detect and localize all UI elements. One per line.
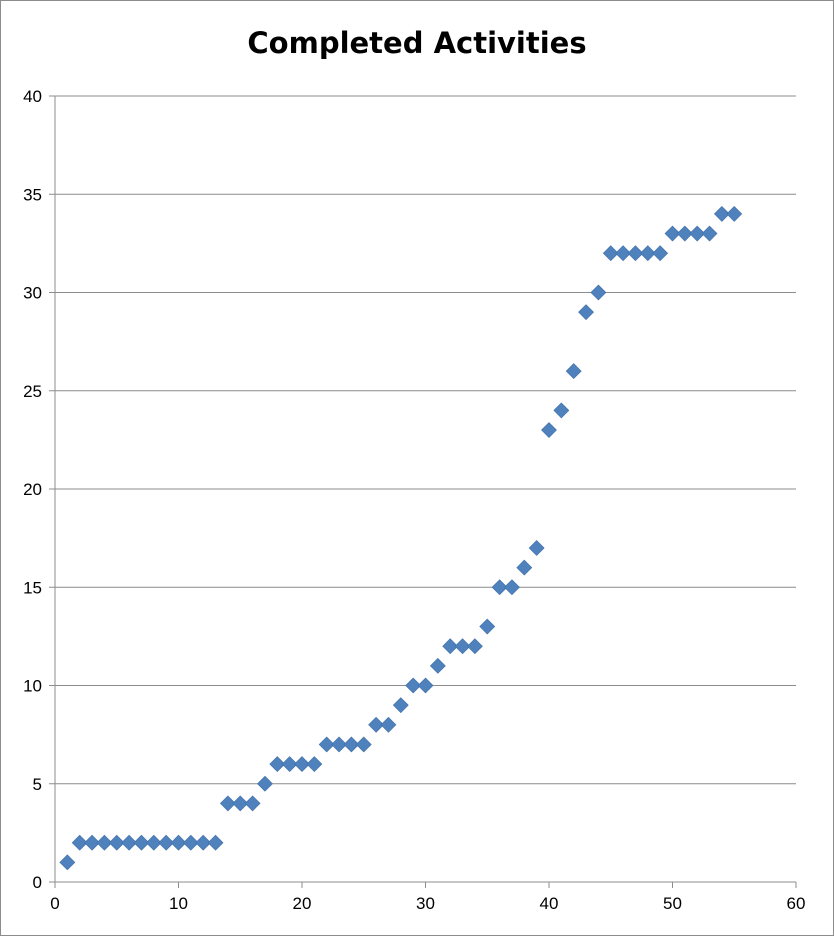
data-point — [207, 834, 224, 851]
data-point — [541, 422, 557, 438]
data-point — [528, 540, 545, 556]
data-point — [664, 225, 681, 242]
data-point — [676, 225, 693, 242]
x-tick-label: 0 — [50, 894, 59, 913]
data-point — [269, 756, 286, 773]
data-point — [182, 834, 199, 851]
data-point — [578, 304, 594, 321]
data-point — [343, 736, 360, 753]
data-point — [602, 245, 619, 262]
data-point — [380, 716, 397, 733]
y-tick-label: 15 — [23, 578, 42, 597]
x-tick-label: 60 — [787, 894, 806, 913]
data-point — [96, 834, 113, 851]
data-point — [689, 225, 706, 242]
y-tick-label: 25 — [23, 382, 42, 401]
data-point — [516, 559, 533, 576]
data-point — [652, 245, 669, 262]
data-point — [615, 245, 632, 262]
data-point — [392, 697, 409, 714]
x-tick-label: 30 — [416, 894, 435, 913]
data-point — [639, 245, 656, 262]
data-point — [84, 834, 100, 851]
data-point — [590, 284, 607, 301]
data-point — [466, 638, 483, 655]
y-tick-label: 20 — [23, 480, 42, 499]
data-point — [429, 657, 446, 674]
data-point — [553, 402, 570, 419]
chart-title: Completed Activities — [247, 26, 587, 60]
data-point — [59, 854, 76, 871]
data-point — [71, 834, 88, 851]
data-point — [368, 716, 385, 733]
data-point — [121, 834, 138, 851]
data-point — [170, 834, 187, 851]
data-point — [454, 638, 471, 655]
data-point — [257, 775, 273, 792]
data-point — [405, 677, 422, 694]
data-point — [504, 579, 520, 596]
data-point — [158, 834, 175, 851]
x-tick-label: 20 — [293, 894, 312, 913]
x-tick-label: 10 — [169, 894, 188, 913]
data-point — [701, 225, 718, 242]
data-point — [232, 795, 249, 812]
data-point — [145, 834, 162, 851]
data-point — [565, 363, 582, 380]
data-point — [479, 618, 496, 635]
y-tick-label: 0 — [33, 873, 42, 892]
data-point — [108, 834, 125, 851]
data-point — [627, 245, 644, 262]
data-point — [306, 756, 323, 773]
data-point — [133, 834, 150, 851]
data-point — [491, 579, 508, 596]
y-tick-label: 10 — [23, 677, 42, 696]
x-tick-labels: 0 10 20 30 40 50 60 — [50, 894, 805, 913]
data-point — [417, 677, 434, 694]
x-tick-label: 40 — [540, 894, 559, 913]
axes — [49, 95, 797, 888]
data-point — [331, 736, 347, 753]
y-tick-labels: 0 5 10 15 20 25 30 35 40 — [23, 87, 42, 892]
data-point — [195, 834, 212, 851]
x-tick-label: 50 — [663, 894, 682, 913]
gridlines — [55, 95, 796, 785]
data-point — [442, 638, 459, 655]
y-tick-label: 35 — [23, 185, 42, 204]
y-tick-label: 30 — [23, 284, 42, 303]
data-point — [281, 756, 298, 773]
data-points — [59, 205, 743, 871]
data-point — [355, 736, 372, 753]
data-point — [219, 795, 236, 812]
y-tick-label: 40 — [23, 87, 42, 106]
data-point — [244, 795, 261, 812]
data-point — [294, 756, 310, 773]
y-tick-label: 5 — [33, 775, 42, 794]
data-point — [713, 205, 730, 222]
data-point — [726, 205, 743, 222]
data-point — [318, 736, 335, 753]
